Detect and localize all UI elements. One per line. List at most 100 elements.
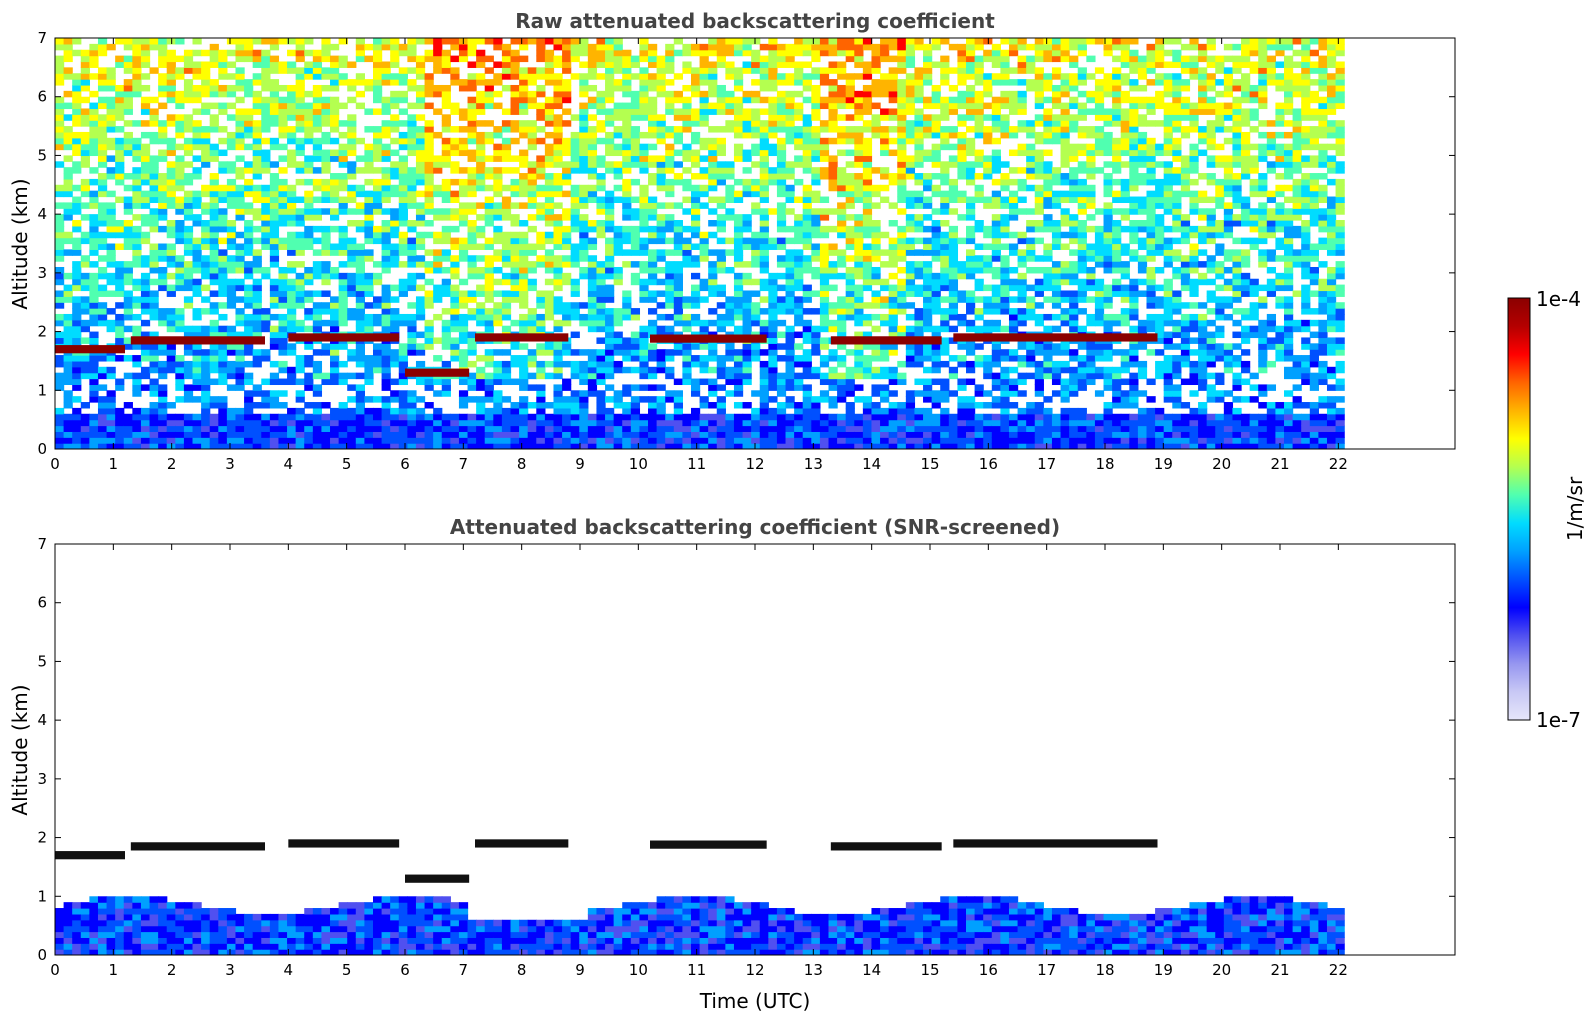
heatmap-cell: [527, 143, 537, 151]
heatmap-cell: [828, 208, 838, 215]
heatmap-cell: [553, 266, 563, 274]
heatmap-cell: [132, 73, 142, 80]
heatmap-cell: [690, 49, 701, 57]
heatmap-cell: [398, 190, 408, 198]
heatmap-cell: [501, 243, 512, 250]
heatmap-cell: [811, 214, 821, 221]
heatmap-cell: [665, 67, 675, 74]
heatmap-cell: [596, 173, 606, 180]
heatmap-cell: [716, 202, 726, 209]
heatmap-cell: [759, 296, 769, 303]
heatmap-cell: [55, 43, 65, 51]
heatmap-cell: [690, 155, 701, 162]
heatmap-cell: [278, 360, 288, 368]
heatmap-cell: [304, 437, 314, 444]
heatmap-cell: [648, 396, 658, 403]
heatmap-cell: [415, 407, 426, 415]
heatmap-cell: [140, 38, 151, 45]
heatmap-cell: [338, 278, 348, 286]
heatmap-cell: [880, 431, 890, 438]
heatmap-cell: [811, 325, 821, 333]
heatmap-cell: [183, 413, 194, 421]
heatmap-cell: [72, 425, 82, 432]
heatmap-cell: [871, 61, 881, 68]
heatmap-cell: [201, 407, 211, 415]
heatmap-cell: [458, 313, 469, 321]
heatmap-cell: [639, 149, 649, 157]
heatmap-cell: [415, 96, 426, 104]
heatmap-cell: [622, 102, 632, 110]
heatmap-cell: [140, 296, 151, 303]
heatmap-cell: [673, 390, 683, 397]
heatmap-cell: [776, 272, 787, 280]
heatmap-cell: [183, 67, 194, 74]
heatmap-cell: [183, 231, 194, 239]
heatmap-cell: [321, 431, 331, 438]
heatmap-cell: [553, 343, 563, 350]
heatmap-cell: [819, 343, 830, 350]
heatmap-cell: [587, 196, 598, 203]
heatmap-cell: [837, 96, 847, 104]
heatmap-cell: [579, 90, 589, 98]
heatmap-cell: [244, 261, 254, 268]
heatmap-cell: [553, 384, 563, 391]
heatmap-cell: [897, 443, 907, 449]
heatmap-cell: [656, 302, 666, 309]
heatmap-cell: [484, 325, 494, 333]
heatmap-cell: [742, 261, 752, 268]
heatmap-cell: [433, 184, 443, 192]
heatmap-cell: [690, 407, 701, 415]
heatmap-cell: [630, 90, 641, 98]
heatmap-cell: [905, 343, 916, 350]
heatmap-cell: [673, 407, 683, 415]
heatmap-cell: [269, 337, 280, 344]
heatmap-cell: [80, 84, 90, 92]
heatmap-cell: [570, 202, 580, 209]
heatmap-cell: [837, 202, 847, 209]
heatmap-cell: [785, 173, 795, 180]
heatmap-cell: [605, 143, 615, 151]
heatmap-cell: [115, 355, 125, 362]
heatmap-cell: [304, 384, 314, 391]
heatmap-cell: [415, 161, 426, 168]
heatmap-cell: [218, 126, 228, 133]
heatmap-cell: [218, 443, 228, 449]
heatmap-cell: [716, 325, 726, 333]
heatmap-cell: [140, 355, 151, 362]
heatmap-cell: [123, 313, 133, 321]
heatmap-cell: [441, 90, 451, 98]
heatmap-cell: [811, 402, 821, 409]
heatmap-cell: [458, 137, 469, 145]
heatmap-cell: [398, 137, 408, 145]
heatmap-cell: [192, 108, 202, 115]
heatmap-cell: [759, 384, 769, 391]
heatmap-cell: [287, 67, 297, 74]
heatmap-cell: [407, 407, 417, 415]
heatmap-cell: [699, 155, 709, 162]
heatmap-cell: [115, 167, 125, 174]
heatmap-cell: [55, 272, 65, 280]
heatmap-cell: [450, 425, 460, 432]
heatmap-cell: [183, 143, 194, 151]
heatmap-cell: [433, 214, 443, 221]
heatmap-cell: [897, 55, 907, 63]
heatmap-cell: [338, 120, 348, 127]
heatmap-cell: [802, 131, 812, 139]
heatmap-cell: [398, 290, 408, 297]
heatmap-cell: [175, 143, 185, 151]
heatmap-cell: [450, 255, 460, 262]
heatmap-cell: [768, 407, 778, 415]
heatmap-cell: [811, 173, 821, 180]
heatmap-cell: [192, 38, 202, 45]
heatmap-cell: [837, 319, 847, 327]
heatmap-cell: [89, 360, 99, 368]
heatmap-cell: [123, 372, 133, 380]
heatmap-cell: [690, 202, 701, 209]
heatmap-cell: [690, 443, 701, 449]
heatmap-cell: [347, 131, 357, 139]
heatmap-cell: [536, 55, 546, 63]
heatmap-cell: [183, 431, 194, 438]
heatmap-cell: [819, 325, 830, 333]
heatmap-cell: [140, 331, 151, 339]
heatmap-cell: [579, 196, 589, 203]
